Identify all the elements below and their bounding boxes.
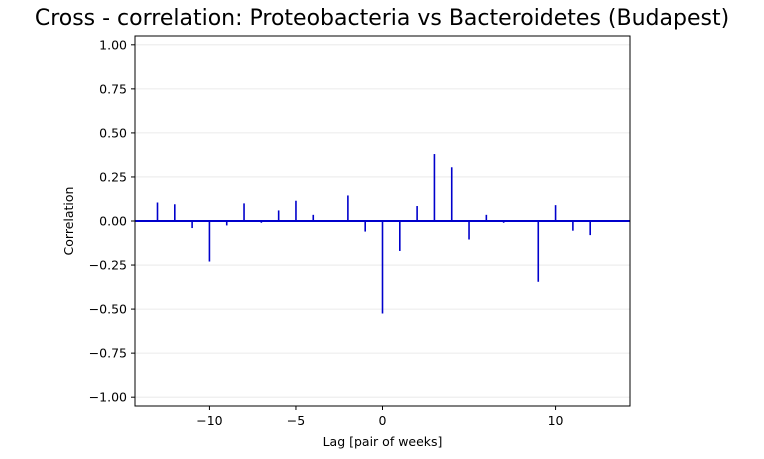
y-tick-label: −1.00 bbox=[89, 390, 127, 405]
x-tick-label: 0 bbox=[379, 413, 387, 428]
y-tick-label: 0.00 bbox=[99, 214, 127, 229]
y-tick-label: 0.75 bbox=[99, 81, 127, 96]
y-axis-label: Correlation bbox=[61, 187, 76, 256]
stem-series bbox=[156, 154, 591, 314]
y-tick-label: 0.25 bbox=[99, 169, 127, 184]
y-tick-label: −0.75 bbox=[89, 346, 127, 361]
y-tick-label: −0.50 bbox=[89, 302, 127, 317]
x-axis-label: Lag [pair of weeks] bbox=[323, 434, 443, 449]
x-axis-ticks: −10 −5 0 10 bbox=[196, 406, 564, 428]
y-tick-label: −0.25 bbox=[89, 258, 127, 273]
x-tick-label: 10 bbox=[548, 413, 564, 428]
x-tick-label: −5 bbox=[287, 413, 305, 428]
x-tick-label: −10 bbox=[196, 413, 222, 428]
y-tick-label: 1.00 bbox=[99, 37, 127, 52]
y-axis-ticks: 1.00 0.75 0.50 0.25 0.00 −0.25 −0.50 −0.75 −1.00 bbox=[89, 37, 135, 405]
chart-title: Cross - correlation: Proteobacteria vs B… bbox=[34, 6, 730, 31]
y-tick-label: 0.50 bbox=[99, 125, 127, 140]
